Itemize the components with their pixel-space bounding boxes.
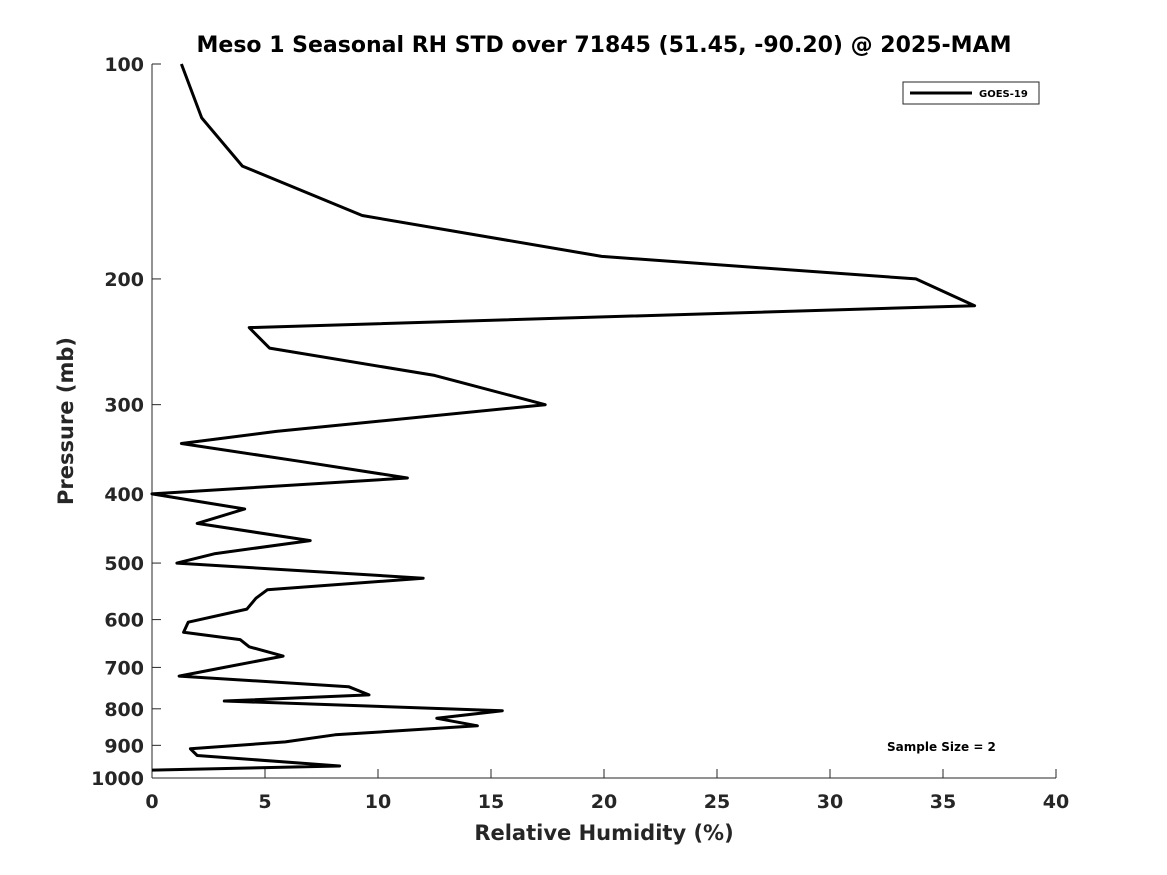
legend-label-goes-19: GOES-19 [979,89,1028,100]
x-tick-label: 25 [704,791,730,813]
x-tick-label: 15 [478,791,504,813]
plot-area: 0 5 10 15 20 25 30 35 40 100 200 300 400 500 600 700 80… [91,54,1069,813]
y-tick-label: 100 [104,54,144,76]
series-line-goes-19 [150,63,977,772]
x-ticks: 0 5 10 15 20 25 30 35 40 [145,769,1069,813]
y-ticks: 100 200 300 400 500 600 700 800 900 1000 [91,54,161,790]
x-tick-label: 20 [591,791,617,813]
x-axis-title: Relative Humidity (%) [474,821,733,845]
y-tick-label: 900 [104,735,144,757]
y-tick-label: 500 [104,553,144,575]
x-tick-label: 40 [1043,791,1069,813]
y-tick-label: 600 [104,610,144,632]
x-tick-label: 5 [258,791,271,813]
y-tick-label: 800 [104,699,144,721]
y-axis-title: Pressure (mb) [54,337,78,505]
series-layer [150,63,977,772]
x-tick-label: 35 [930,791,956,813]
y-tick-label: 200 [104,269,144,291]
y-tick-label: 700 [104,657,144,679]
y-tick-label: 300 [104,395,144,417]
sample-size-annotation: Sample Size = 2 [887,740,996,754]
x-tick-label: 10 [365,791,391,813]
x-tick-label: 0 [145,791,158,813]
legend: GOES-19 [902,81,1040,105]
y-tick-label: 400 [104,484,144,506]
chart-title: Meso 1 Seasonal RH STD over 71845 (51.45… [197,33,1012,58]
x-tick-label: 30 [817,791,843,813]
y-tick-label: 1000 [91,768,144,790]
